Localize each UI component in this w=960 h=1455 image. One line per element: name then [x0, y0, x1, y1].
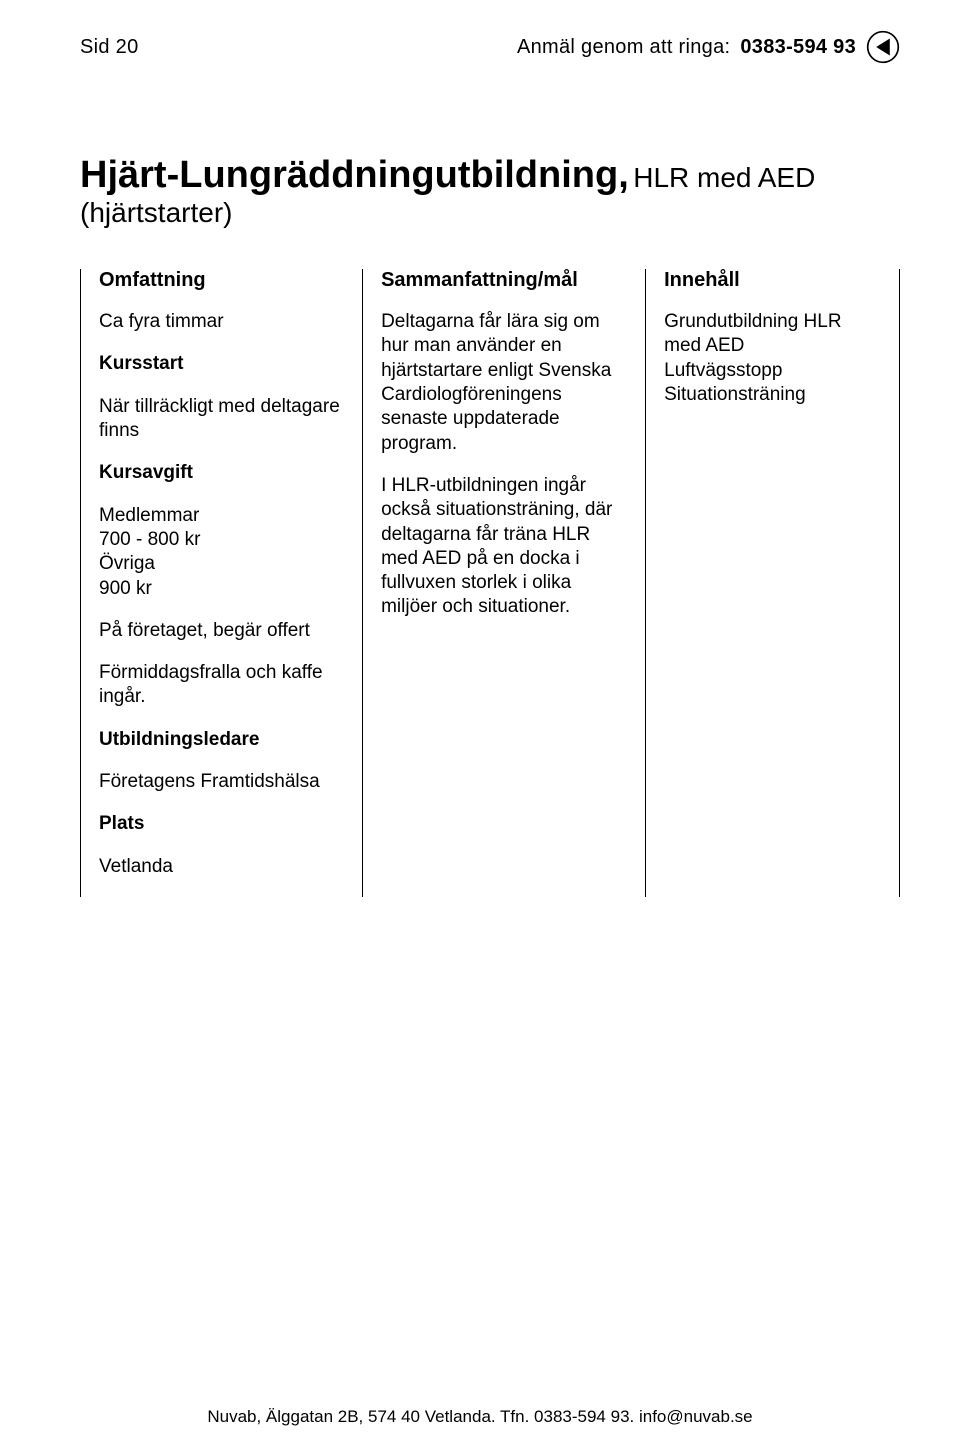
innehall-item-1: Grundutbildning HLR med AED [664, 310, 881, 359]
page-header: Sid 20 Anmäl genom att ringa: 0383-594 9… [80, 30, 900, 64]
innehall-item-3: Situationsträning [664, 383, 881, 407]
phone-icon [866, 30, 900, 64]
call-to-register: Anmäl genom att ringa: 0383-594 93 [517, 30, 900, 64]
heading-ledare: Utbildningsledare [99, 729, 259, 750]
content-columns: Omfattning Ca fyra timmar Kursstart När … [80, 269, 900, 897]
phone-number-bold: 0383-594 93 [740, 36, 856, 58]
heading-sammanfattning: Sammanfattning/mål [381, 269, 627, 292]
text-medlemmar: Medlemmar 700 - 800 kr Övriga 900 kr [99, 504, 344, 601]
heading-omfattning: Omfattning [99, 269, 344, 292]
call-prefix: Anmäl genom att ringa: [517, 36, 730, 59]
summary-p2: I HLR-utbildningen ingår också situation… [381, 474, 627, 620]
medlemmar-price: 700 - 800 kr [99, 529, 200, 550]
medlemmar-label: Medlemmar [99, 505, 199, 526]
text-plats: Vetlanda [99, 855, 344, 879]
column-sammanfattning: Sammanfattning/mål Deltagarna får lära s… [363, 269, 646, 897]
page-number: Sid 20 [80, 36, 139, 59]
heading-kursstart: Kursstart [99, 353, 183, 374]
text-fralla: Förmiddagsfralla och kaffe ingår. [99, 661, 344, 710]
page: Sid 20 Anmäl genom att ringa: 0383-594 9… [0, 0, 960, 1455]
text-offert: På företaget, begär offert [99, 619, 344, 643]
phone-number: 0383-594 93 [740, 36, 856, 59]
ovriga-label: Övriga [99, 553, 155, 574]
page-footer: Nuvab, Älggatan 2B, 574 40 Vetlanda. Tfn… [0, 1407, 960, 1427]
summary-p1: Deltagarna får lära sig om hur man använ… [381, 310, 627, 456]
column-innehall: Innehåll Grundutbildning HLR med AED Luf… [646, 269, 900, 897]
text-kursstart: När tillräckligt med deltagare finns [99, 395, 344, 444]
innehall-item-2: Luftvägsstopp [664, 359, 881, 383]
heading-innehall: Innehåll [664, 269, 881, 292]
page-title: Hjärt-Lungräddningutbildning, HLR med AE… [80, 154, 900, 229]
text-ledare: Företagens Framtidshälsa [99, 770, 344, 794]
text-omfattning: Ca fyra timmar [99, 310, 344, 334]
column-omfattning: Omfattning Ca fyra timmar Kursstart När … [80, 269, 363, 897]
heading-kursavgift: Kursavgift [99, 462, 193, 483]
heading-plats: Plats [99, 813, 144, 834]
title-main: Hjärt-Lungräddningutbildning, [80, 154, 629, 196]
ovriga-price: 900 kr [99, 578, 152, 599]
